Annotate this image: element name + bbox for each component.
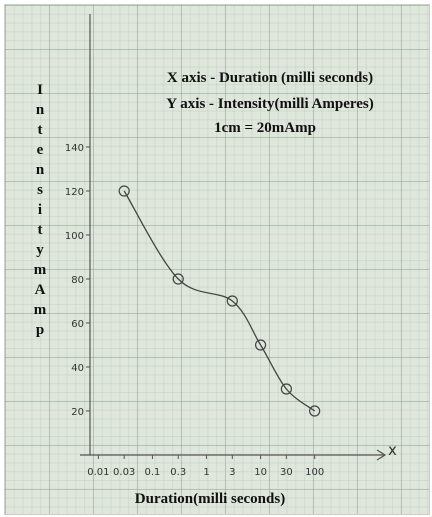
data-point bbox=[118, 185, 130, 197]
x-tick-label: 30 bbox=[280, 467, 293, 478]
curve bbox=[123, 190, 316, 412]
x-tick-label: 1 bbox=[203, 467, 209, 478]
x-tick-label: 0.1 bbox=[144, 467, 160, 478]
y-tick-label: 80 bbox=[71, 275, 84, 286]
y-axis-label: IntensitymAmp bbox=[32, 82, 48, 342]
x-axis-label: Duration(milli seconds) bbox=[135, 491, 285, 507]
y-tick-label: 100 bbox=[65, 231, 84, 242]
x-axis-arrow bbox=[376, 449, 387, 461]
x-tick-label: 0.3 bbox=[170, 467, 186, 478]
data-point bbox=[280, 383, 292, 395]
data-point bbox=[254, 339, 267, 351]
chart-subtitle: Y axis - Intensity(milli Amperes) bbox=[166, 96, 374, 112]
y-tick-label: 60 bbox=[71, 319, 84, 330]
graph-paper bbox=[4, 4, 430, 515]
y-tick-label: 20 bbox=[71, 407, 84, 418]
x-tick-label: 3 bbox=[229, 467, 235, 478]
x-tick-label: 0.03 bbox=[113, 467, 135, 478]
data-point bbox=[172, 273, 184, 285]
data-point bbox=[309, 405, 321, 417]
y-tick-label: 40 bbox=[71, 363, 84, 374]
x-tick-label: 10 bbox=[254, 467, 267, 478]
chart-title: X axis - Duration (milli seconds) bbox=[167, 70, 373, 86]
x-axis-letter: x bbox=[388, 441, 397, 459]
x-tick-label: 0.01 bbox=[87, 467, 109, 478]
y-tick-label: 120 bbox=[65, 187, 84, 198]
x-tick-label: 100 bbox=[305, 467, 324, 478]
scale-note: 1cm = 20mAmp bbox=[214, 120, 316, 136]
data-point bbox=[226, 295, 238, 307]
y-tick-label: 140 bbox=[65, 143, 84, 154]
